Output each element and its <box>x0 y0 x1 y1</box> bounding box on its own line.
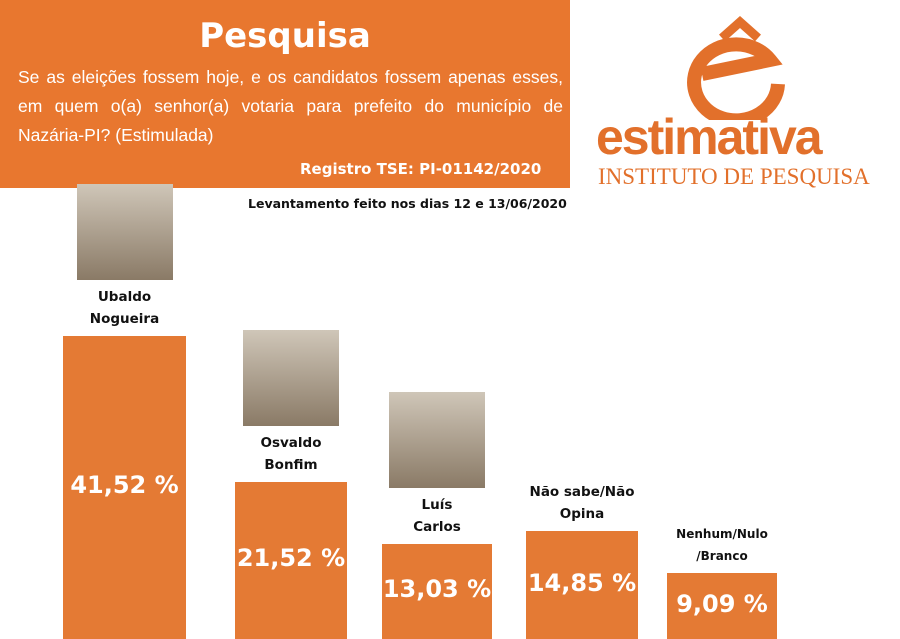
candidate-photo <box>389 391 485 488</box>
value-label: 21,52 % <box>236 544 346 573</box>
bar <box>235 481 347 639</box>
registro: Registro TSE: PI-01142/2020 <box>300 160 542 178</box>
bar <box>382 543 492 639</box>
candidate-photo <box>76 183 173 280</box>
bar <box>667 572 777 639</box>
value-label: 14,85 % <box>527 568 637 597</box>
value-label: 13,03 % <box>382 575 492 604</box>
value-label: 41,52 % <box>70 471 179 500</box>
value-label: 9,09 % <box>676 589 768 618</box>
logo-name: estimativa <box>596 109 823 165</box>
bar <box>526 530 638 639</box>
header-box <box>0 0 570 188</box>
bar <box>63 335 186 639</box>
category-label: Não sabe/Não Opina <box>529 483 635 522</box>
category-label: Osvaldo Bonfim <box>260 434 322 473</box>
category-label: Ubaldo Nogueira <box>89 288 160 327</box>
logo-icon <box>687 15 785 120</box>
levantamento: Levantamento feito nos dias 12 e 13/06/2… <box>248 196 567 211</box>
category-label: Nenhum/Nulo /Branco <box>676 526 768 563</box>
question: Se as eleições fossem hoje, e os candida… <box>18 67 563 145</box>
logo-tagline: INSTITUTO DE PESQUISA <box>598 164 870 189</box>
title: Pesquisa <box>199 16 371 56</box>
category-label: Luís Carlos <box>413 496 461 535</box>
candidate-photo <box>243 329 339 426</box>
